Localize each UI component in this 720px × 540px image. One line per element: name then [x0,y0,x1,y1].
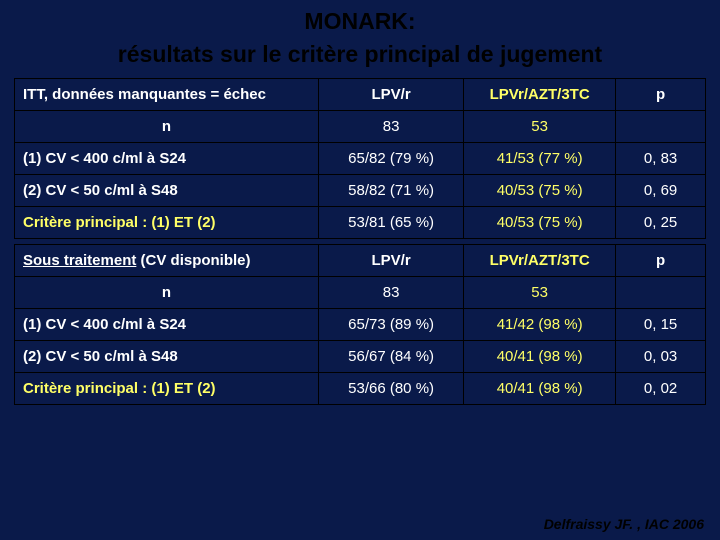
row-a: 65/82 (79 %) [319,143,464,175]
table2-header-label: Sous traitement (CV disponible) [15,245,319,277]
row-label: (1) CV < 400 c/ml à S24 [15,309,319,341]
critere-label-2: Critère principal : (1) ET (2) [15,373,319,405]
critere-label: Critère principal : (1) ET (2) [15,207,319,239]
table2-header-underlined: Sous traitement [23,252,136,269]
n-a: 83 [319,111,464,143]
row-p: 0, 83 [616,143,706,175]
row-p: 0, 03 [616,341,706,373]
table-row: (1) CV < 400 c/ml à S24 65/82 (79 %) 41/… [15,143,706,175]
col-p-header: p [616,79,706,111]
row-b: 41/42 (98 %) [464,309,616,341]
critere-p-2: 0, 02 [616,373,706,405]
n-b-2: 53 [464,277,616,309]
row-label: (1) CV < 400 c/ml à S24 [15,143,319,175]
col-p-header-2: p [616,245,706,277]
row-b: 41/53 (77 %) [464,143,616,175]
table2-n-row: n 83 53 [15,277,706,309]
citation: Delfraissy JF. , IAC 2006 [544,516,704,532]
n-label-2: n [15,277,319,309]
results-table: ITT, données manquantes = échec LPV/r LP… [14,78,706,405]
row-label: (2) CV < 50 c/ml à S48 [15,175,319,207]
critere-p: 0, 25 [616,207,706,239]
n-b: 53 [464,111,616,143]
table2-header-rest: (CV disponible) [136,252,250,269]
n-a-2: 83 [319,277,464,309]
table1-header-label: ITT, données manquantes = échec [15,79,319,111]
table-row: (2) CV < 50 c/ml à S48 58/82 (71 %) 40/5… [15,175,706,207]
row-a: 56/67 (84 %) [319,341,464,373]
row-p: 0, 69 [616,175,706,207]
col-b-header-2: LPVr/AZT/3TC [464,245,616,277]
table-row: (2) CV < 50 c/ml à S48 56/67 (84 %) 40/4… [15,341,706,373]
col-b-header: LPVr/AZT/3TC [464,79,616,111]
critere-b: 40/53 (75 %) [464,207,616,239]
title-line-2: résultats sur le critère principal de ju… [20,41,700,68]
table1-n-row: n 83 53 [15,111,706,143]
table1-header-row: ITT, données manquantes = échec LPV/r LP… [15,79,706,111]
table2-critere-row: Critère principal : (1) ET (2) 53/66 (80… [15,373,706,405]
title-line-1: MONARK: [20,8,700,35]
critere-a-2: 53/66 (80 %) [319,373,464,405]
title-block: MONARK: résultats sur le critère princip… [0,0,720,78]
n-p-empty-2 [616,277,706,309]
n-label: n [15,111,319,143]
row-b: 40/41 (98 %) [464,341,616,373]
table1-critere-row: Critère principal : (1) ET (2) 53/81 (65… [15,207,706,239]
table-row: (1) CV < 400 c/ml à S24 65/73 (89 %) 41/… [15,309,706,341]
table2-header-row: Sous traitement (CV disponible) LPV/r LP… [15,245,706,277]
row-a: 58/82 (71 %) [319,175,464,207]
critere-b-2: 40/41 (98 %) [464,373,616,405]
row-p: 0, 15 [616,309,706,341]
row-label: (2) CV < 50 c/ml à S48 [15,341,319,373]
critere-a: 53/81 (65 %) [319,207,464,239]
n-p-empty [616,111,706,143]
row-b: 40/53 (75 %) [464,175,616,207]
col-a-header-2: LPV/r [319,245,464,277]
tables-container: ITT, données manquantes = échec LPV/r LP… [0,78,720,405]
col-a-header: LPV/r [319,79,464,111]
row-a: 65/73 (89 %) [319,309,464,341]
